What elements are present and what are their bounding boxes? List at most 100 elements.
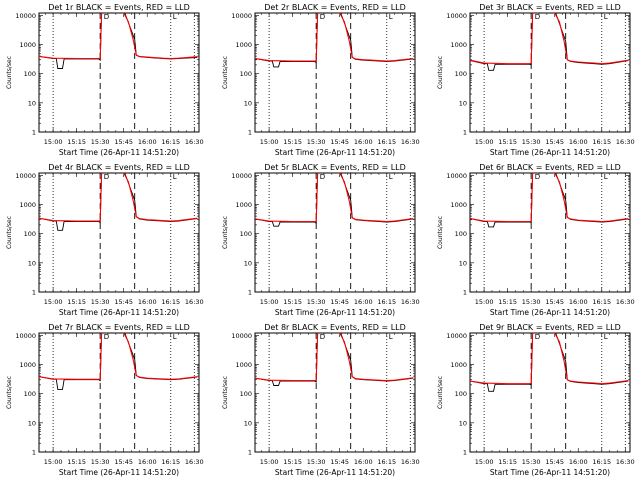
plot-area [470,333,629,452]
x-tick-label: 16:15 [161,138,180,146]
x-tick-label: 15:00 [260,298,279,306]
lld-line [470,173,629,223]
plot-frame [254,12,416,133]
x-tick-label: 15:15 [67,458,86,466]
y-tick-label: 100 [455,70,467,78]
marker-l-label: L [604,173,608,181]
x-tick-label: 15:00 [475,138,494,146]
panel-title: Det 5r BLACK = Events, RED = LLD [264,163,406,172]
y-tick-label: 1000 [235,361,252,369]
y-tick-label: 1 [248,449,252,457]
x-tick-label: 15:15 [498,458,517,466]
events-line [470,333,629,392]
x-tick-label: 15:45 [330,138,349,146]
panel-title: Det 9r BLACK = Events, RED = LLD [479,323,621,332]
x-tick-label: 16:15 [161,458,180,466]
marker-l-label: L [173,13,177,21]
x-tick-label: 15:30 [91,298,110,306]
x-tick-label: 15:45 [114,138,133,146]
plot-area [255,13,414,132]
y-tick-label: 1000 [19,201,36,209]
plot-frame [469,332,631,453]
y-tick-label: 100 [240,390,252,398]
x-axis-label: Start Time (26-Apr-11 14:51:20) [59,148,179,157]
y-tick-label: 1 [32,449,36,457]
panel-title: Det 1r BLACK = Events, RED = LLD [48,3,190,12]
x-tick-label: 16:30 [185,298,204,306]
y-tick-label: 100 [240,70,252,78]
y-tick-label: 100 [24,70,36,78]
y-axis-label: Counts/sec [437,216,444,249]
x-axis-label: Start Time (26-Apr-11 14:51:20) [275,308,395,317]
x-tick-label: 15:15 [283,458,302,466]
x-tick-label: 15:00 [44,298,63,306]
x-tick-label: 16:30 [616,458,635,466]
x-tick-label: 15:30 [307,458,326,466]
marker-d-label: D [320,13,325,21]
x-tick-label: 16:30 [185,138,204,146]
x-axis-label: Start Time (26-Apr-11 14:51:20) [490,468,610,477]
y-tick-label: 1000 [450,361,467,369]
x-tick-label: 16:15 [377,138,396,146]
plot-area [39,13,198,132]
x-tick-label: 16:00 [569,138,588,146]
y-tick-label: 100 [24,390,36,398]
lld-line [255,173,414,223]
x-tick-label: 16:00 [354,458,373,466]
panel-title: Det 6r BLACK = Events, RED = LLD [479,163,621,172]
marker-l-label: L [604,13,608,21]
marker-d-label: D [104,173,109,181]
plot-area [470,173,629,292]
y-tick-label: 10000 [15,12,36,20]
x-axis-label: Start Time (26-Apr-11 14:51:20) [275,468,395,477]
x-tick-label: 16:30 [401,138,420,146]
x-tick-label: 16:00 [354,138,373,146]
x-tick-label: 15:30 [91,138,110,146]
marker-d-label: D [535,13,540,21]
lld-line [255,333,414,382]
y-tick-label: 1000 [19,41,36,49]
lld-line [255,13,414,62]
y-tick-label: 10 [459,259,467,267]
y-axis-label: Counts/sec [222,216,229,249]
x-tick-label: 16:00 [569,298,588,306]
y-tick-label: 100 [455,230,467,238]
x-tick-label: 15:30 [307,298,326,306]
plot-area [39,173,198,292]
x-tick-label: 15:00 [260,138,279,146]
lld-line [470,13,629,65]
marker-l-label: L [389,333,393,341]
y-tick-label: 10000 [446,172,467,180]
plot-area [470,13,629,132]
x-tick-label: 15:45 [114,298,133,306]
x-tick-label: 16:30 [185,458,204,466]
y-tick-label: 100 [455,390,467,398]
y-axis-label: Counts/sec [6,376,13,409]
y-tick-label: 10 [459,99,467,107]
y-tick-label: 100 [240,230,252,238]
x-tick-label: 15:15 [283,298,302,306]
detector-panel: Det 3r BLACK = Events, RED = LLD Counts/s… [437,3,635,157]
x-tick-label: 15:30 [522,298,541,306]
x-tick-label: 16:15 [592,458,611,466]
x-tick-label: 15:45 [545,138,564,146]
y-tick-label: 10 [244,99,252,107]
marker-l-label: L [389,173,393,181]
plot-frame [38,172,200,293]
x-tick-label: 16:00 [138,298,157,306]
y-tick-label: 10000 [446,12,467,20]
y-axis-label: Counts/sec [437,56,444,89]
y-tick-label: 1000 [235,41,252,49]
y-tick-label: 10 [459,419,467,427]
x-tick-label: 16:15 [161,298,180,306]
marker-d-label: D [104,13,109,21]
x-tick-label: 16:30 [401,458,420,466]
x-tick-label: 15:45 [545,458,564,466]
y-tick-label: 10000 [231,172,252,180]
x-tick-label: 15:15 [498,138,517,146]
x-tick-label: 15:30 [91,458,110,466]
x-tick-label: 16:00 [354,298,373,306]
y-axis-label: Counts/sec [6,216,13,249]
y-tick-label: 10 [28,259,36,267]
